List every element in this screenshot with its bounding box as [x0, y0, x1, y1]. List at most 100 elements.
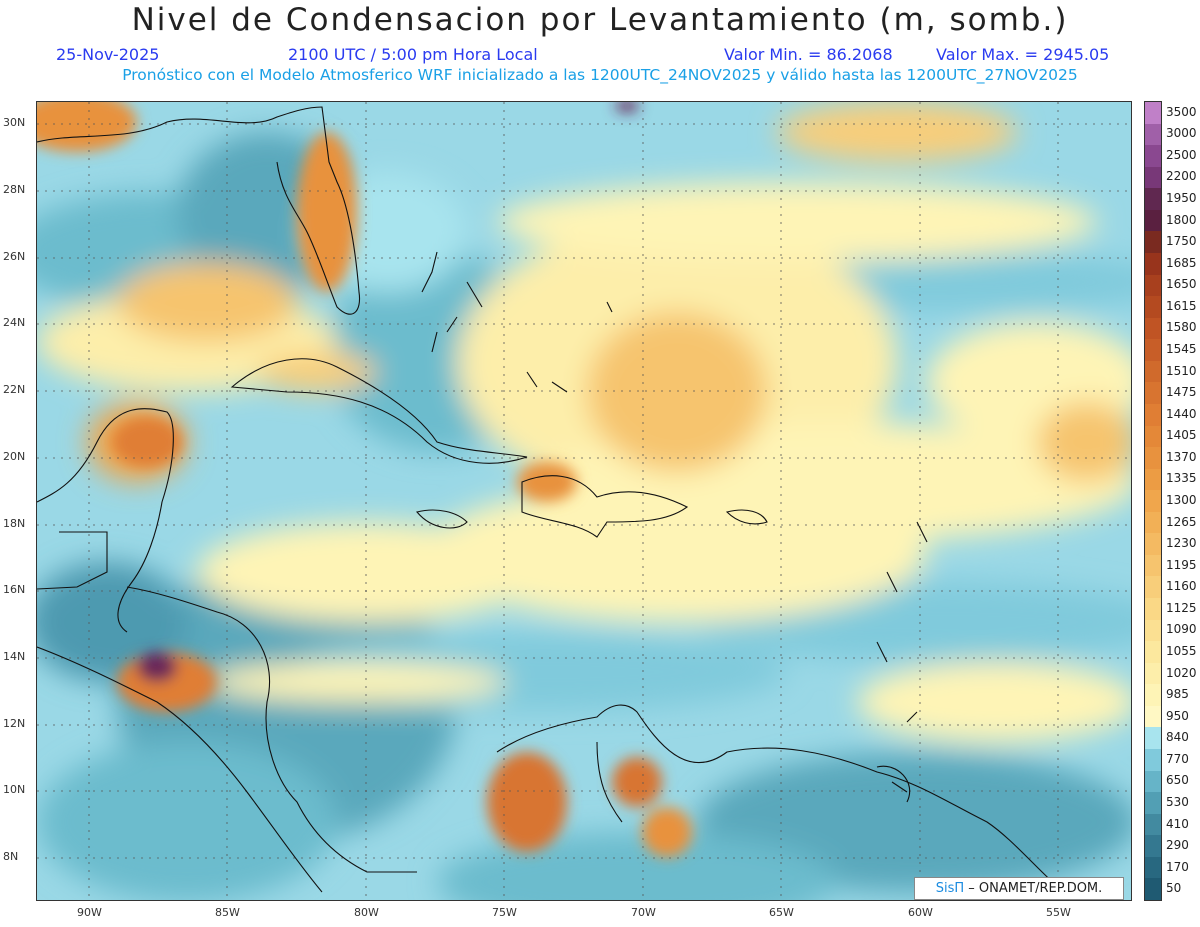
color-bar-label: 1580 [1166, 320, 1197, 335]
credit-box: SisΠ – ONAMET/REP.DOM. [914, 877, 1124, 900]
lat-label: 10N [3, 783, 26, 796]
color-bar-cell [1145, 511, 1161, 534]
color-bar-cell [1145, 619, 1161, 642]
color-bar-cell [1145, 296, 1161, 319]
color-bar-label: 840 [1166, 730, 1189, 745]
lat-label: 28N [3, 183, 26, 196]
lat-label: 16N [3, 583, 26, 596]
color-bar-label: 1230 [1166, 536, 1197, 551]
color-bar-cell [1145, 166, 1161, 189]
color-bar-cell [1145, 382, 1161, 405]
valid-date: 25-Nov-2025 [56, 45, 160, 64]
color-bar-cell [1145, 123, 1161, 146]
graticule [37, 102, 1131, 900]
lat-label: 20N [3, 450, 26, 463]
color-bar-label: 410 [1166, 816, 1189, 831]
color-bar-label: 1055 [1166, 643, 1197, 658]
lon-label: 90W [77, 906, 102, 919]
valid-time: 2100 UTC / 5:00 pm Hora Local [288, 45, 538, 64]
color-bar-label: 50 [1166, 881, 1182, 896]
color-bar-label: 1510 [1166, 363, 1197, 378]
color-bar-cell [1145, 102, 1161, 125]
lon-label: 85W [215, 906, 240, 919]
color-bar-label: 1020 [1166, 665, 1197, 680]
color-bar-label: 1545 [1166, 342, 1197, 357]
color-bar-label: 950 [1166, 708, 1189, 723]
color-bar-label: 1440 [1166, 406, 1197, 421]
color-bar-label: 770 [1166, 751, 1189, 766]
color-bar-cell [1145, 576, 1161, 599]
color-bar-label: 1090 [1166, 622, 1197, 637]
sispi-logo: SisΠ [935, 881, 965, 896]
color-bar-cell [1145, 403, 1161, 426]
color-bar-label: 650 [1166, 773, 1189, 788]
color-bar-label: 1335 [1166, 471, 1197, 486]
color-bar-cell [1145, 856, 1161, 879]
lon-label: 80W [354, 906, 379, 919]
color-bar-label: 1750 [1166, 234, 1197, 249]
color-bar-cell [1145, 705, 1161, 728]
color-bar-label: 3000 [1166, 126, 1197, 141]
color-bar-cell [1145, 598, 1161, 621]
color-bar-cell [1145, 360, 1161, 383]
color-bar-cell [1145, 770, 1161, 793]
color-bar-label: 1405 [1166, 428, 1197, 443]
color-bar-cell [1145, 554, 1161, 577]
lat-label: 24N [3, 316, 26, 329]
color-bar-label: 1300 [1166, 493, 1197, 507]
min-value: Valor Min. = 86.2068 [724, 45, 893, 64]
color-bar-cell [1145, 231, 1161, 254]
color-bar-label: 3500 [1166, 104, 1197, 119]
color-bar-cell [1145, 145, 1161, 168]
coastlines [37, 106, 1076, 900]
lat-label: 8N [3, 850, 19, 863]
color-bar-cell [1145, 274, 1161, 297]
color-bar-cell [1145, 792, 1161, 815]
lon-label: 55W [1046, 906, 1071, 919]
color-bar-cell [1145, 468, 1161, 491]
color-bar-label: 1265 [1166, 514, 1197, 529]
lat-label: 18N [3, 517, 26, 530]
color-bar-label: 2500 [1166, 147, 1197, 162]
color-bar-cell [1145, 252, 1161, 276]
lat-label: 12N [3, 717, 26, 730]
color-bar-cell [1145, 813, 1161, 836]
color-bar-label: 1800 [1166, 212, 1197, 227]
color-bar-label: 1370 [1166, 449, 1197, 464]
color-bar-cell [1145, 641, 1161, 664]
lon-label: 60W [908, 906, 933, 919]
lat-label: 30N [3, 116, 26, 129]
color-bar-cell [1145, 878, 1161, 901]
color-bar-label: 1160 [1166, 579, 1197, 594]
map-canvas [37, 102, 1131, 900]
color-bar-cell [1145, 684, 1161, 707]
color-bar-label: 2200 [1166, 169, 1197, 184]
color-bar-label: 530 [1166, 794, 1189, 809]
lat-label: 26N [3, 250, 26, 263]
color-bar-label: 1615 [1166, 298, 1197, 313]
color-bar-cell [1145, 188, 1161, 211]
color-bar-label: 985 [1166, 687, 1189, 702]
color-bar-label: 1475 [1166, 385, 1197, 400]
field-highlights [37, 102, 692, 857]
color-bar-cell [1145, 339, 1161, 362]
lon-label: 70W [631, 906, 656, 919]
color-bar-cell [1145, 317, 1161, 340]
color-bar-cell [1145, 490, 1161, 513]
color-bar-cell [1145, 662, 1161, 685]
color-bar-cell [1145, 835, 1161, 858]
color-bar-label: 170 [1166, 859, 1189, 874]
lat-label: 22N [3, 383, 26, 396]
credit-text: – ONAMET/REP.DOM. [968, 881, 1103, 896]
lcl-map [36, 101, 1132, 901]
forecast-subtitle: Pronóstico con el Modelo Atmosferico WRF… [122, 66, 1078, 84]
color-bar-cell [1145, 727, 1161, 750]
color-bar-label: 1650 [1166, 277, 1197, 292]
color-bar-label: 290 [1166, 838, 1189, 853]
map-title: Nivel de Condensacion por Levantamiento … [131, 2, 1069, 38]
color-bar-cell [1145, 425, 1161, 448]
color-bar-label: 1195 [1166, 557, 1197, 572]
field-shading [37, 102, 1131, 900]
color-bar-cell [1145, 209, 1161, 232]
color-bar-label: 1685 [1166, 255, 1197, 270]
